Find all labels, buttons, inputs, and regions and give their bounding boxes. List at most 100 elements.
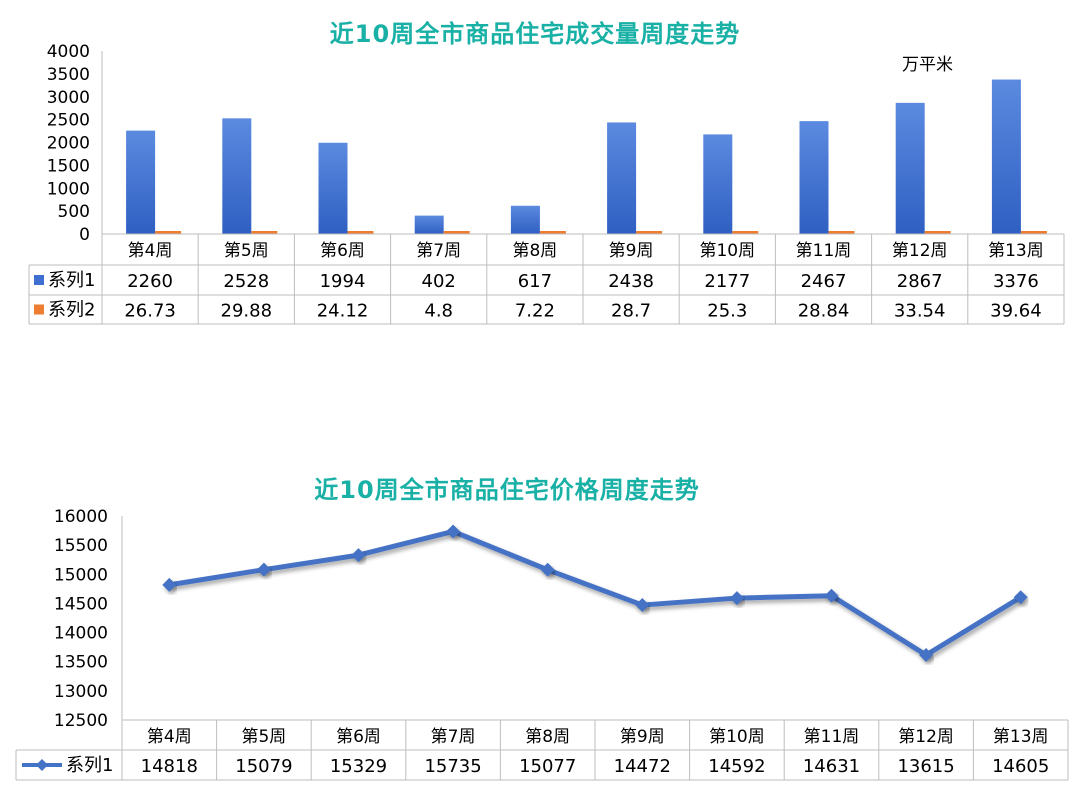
x-tick-label: 第13周 [993, 727, 1049, 747]
data-point [635, 598, 650, 613]
bar-series2 [251, 231, 278, 234]
data-label: 15077 [519, 756, 576, 777]
bar-series2 [155, 231, 182, 234]
y-tick-label: 13500 [54, 653, 108, 673]
x-tick-label: 第12周 [892, 241, 948, 261]
data-label: 14605 [992, 756, 1049, 777]
x-tick-label: 第9周 [620, 727, 665, 747]
y-tick-label: 2000 [47, 134, 90, 154]
data-label: 2528 [223, 271, 269, 292]
x-tick-label: 第8周 [512, 241, 557, 261]
y-tick-label: 3000 [47, 88, 90, 108]
x-tick-label: 第7周 [416, 241, 461, 261]
data-label: 7.22 [515, 301, 555, 322]
chart1-title: 近10周全市商品住宅成交量周度走势 [329, 20, 741, 48]
x-tick-label: 第12周 [898, 727, 954, 747]
data-point [162, 577, 177, 592]
y-tick-label: 2500 [47, 111, 90, 131]
chart2-title: 近10周全市商品住宅价格周度走势 [314, 476, 700, 504]
legend-key-2 [34, 304, 44, 315]
data-label: 2177 [704, 271, 750, 292]
legend-label-1: 系列1 [48, 270, 95, 291]
bar-series2 [539, 231, 566, 234]
x-tick-label: 第10周 [699, 241, 755, 261]
data-label: 2438 [608, 271, 654, 292]
data-point [446, 524, 461, 539]
x-tick-label: 第11周 [804, 727, 860, 747]
bar-series1 [414, 215, 444, 234]
y-tick-label: 14500 [54, 594, 108, 614]
data-label: 3376 [993, 271, 1039, 292]
y-tick-label: 12500 [54, 711, 108, 731]
x-tick-label: 第9周 [609, 241, 654, 261]
data-label: 28.7 [611, 301, 651, 322]
bar-series1 [703, 134, 733, 234]
bar-series1 [318, 142, 348, 234]
data-point [256, 562, 271, 577]
legend-key-1 [34, 275, 44, 285]
data-label: 25.3 [707, 301, 747, 322]
data-label: 24.12 [317, 301, 369, 322]
data-label: 39.64 [990, 301, 1042, 322]
legend-key-marker [36, 759, 48, 771]
x-tick-label: 第10周 [709, 727, 765, 747]
bar-series2 [828, 231, 855, 234]
data-label: 13615 [897, 756, 954, 777]
bar-series2 [347, 231, 374, 234]
data-point [729, 591, 744, 606]
y-tick-label: 3500 [47, 65, 90, 85]
bar-series1 [799, 121, 829, 234]
bar-series1 [991, 79, 1021, 234]
data-label: 14592 [708, 756, 765, 777]
x-tick-label: 第11周 [796, 241, 852, 261]
data-label: 2467 [801, 271, 847, 292]
series-line [168, 528, 1023, 658]
y-tick-label: 500 [58, 202, 90, 222]
data-label: 15329 [330, 756, 387, 777]
data-point [351, 548, 366, 563]
data-label: 28.84 [798, 301, 850, 322]
y-tick-label: 15000 [54, 565, 108, 585]
y-tick-label: 14000 [54, 624, 108, 644]
y-tick-label: 1500 [47, 156, 90, 176]
bar-series1 [222, 118, 252, 234]
bar-series1 [895, 102, 925, 234]
data-label: 15735 [424, 756, 481, 777]
x-tick-label: 第6周 [336, 727, 381, 747]
data-point [1013, 590, 1028, 605]
y-tick-label: 15500 [54, 536, 108, 556]
x-tick-label: 第13周 [988, 241, 1044, 261]
legend-label-2: 系列2 [48, 300, 95, 321]
data-label: 4.8 [424, 301, 453, 322]
data-label: 2867 [897, 271, 943, 292]
x-tick-label: 第5周 [224, 241, 269, 261]
y-tick-label: 13000 [54, 682, 108, 702]
y-tick-label: 4000 [47, 42, 90, 62]
data-label: 14472 [614, 756, 671, 777]
x-tick-label: 第8周 [525, 727, 570, 747]
x-tick-label: 第7周 [431, 727, 476, 747]
bar-series2 [732, 231, 759, 234]
chart1-unit-label: 万平米 [902, 55, 953, 75]
data-label: 26.73 [124, 301, 176, 322]
data-label: 617 [518, 271, 552, 292]
data-label: 15079 [235, 756, 292, 777]
y-tick-label: 16000 [54, 507, 108, 527]
bar-series2 [443, 231, 470, 234]
data-label: 14631 [803, 756, 860, 777]
bar-series1 [607, 122, 637, 234]
y-tick-label: 0 [79, 225, 90, 245]
data-label: 29.88 [221, 301, 273, 322]
bar-series2 [1020, 231, 1047, 234]
data-point [919, 648, 934, 663]
x-tick-label: 第6周 [320, 241, 365, 261]
x-tick-label: 第4周 [128, 241, 173, 261]
x-tick-label: 第5周 [241, 727, 286, 747]
data-label: 2260 [127, 271, 173, 292]
legend-label: 系列1 [66, 755, 113, 776]
data-point [540, 562, 555, 577]
x-tick-label: 第4周 [147, 727, 192, 747]
data-label: 402 [422, 271, 456, 292]
data-label: 14818 [141, 756, 198, 777]
